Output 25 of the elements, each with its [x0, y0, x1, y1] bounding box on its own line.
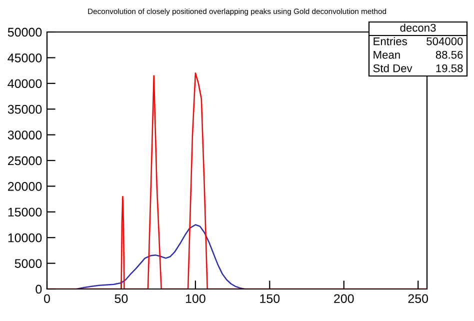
x-tick-label: 200 — [334, 294, 354, 304]
y-tick-label: 30000 — [8, 130, 42, 140]
y-tick-label: 45000 — [8, 54, 42, 62]
y-tick-label: 35000 — [8, 104, 42, 114]
line-series — [76, 224, 246, 289]
y-tick-label: 20000 — [8, 182, 42, 191]
y-tick-label: 40000 — [8, 79, 42, 88]
annotation: Mean — [374, 50, 400, 59]
annotation: 504000 — [426, 37, 463, 46]
y-tick-label: 5000 — [14, 259, 42, 268]
x-tick-label: 250 — [408, 294, 428, 304]
y-tick-label: 25000 — [8, 156, 42, 166]
x-tick-label: 0 — [44, 294, 50, 304]
text: 19.58 — [436, 64, 463, 72]
y-tick-label: 15000 — [8, 208, 42, 217]
text: decon3 — [400, 24, 436, 32]
text: 88.56 — [436, 50, 463, 59]
annotation: Std Dev — [373, 64, 412, 72]
x-tick-label: 50 — [114, 294, 128, 304]
x-tick-label: 100 — [186, 294, 206, 304]
y-tick-label: 50000 — [8, 28, 42, 37]
annotation: Entries — [374, 37, 407, 46]
x-tick-label: 150 — [260, 294, 280, 304]
y-tick-label: 10000 — [8, 233, 42, 242]
y-tick-label: 0 — [36, 284, 42, 294]
